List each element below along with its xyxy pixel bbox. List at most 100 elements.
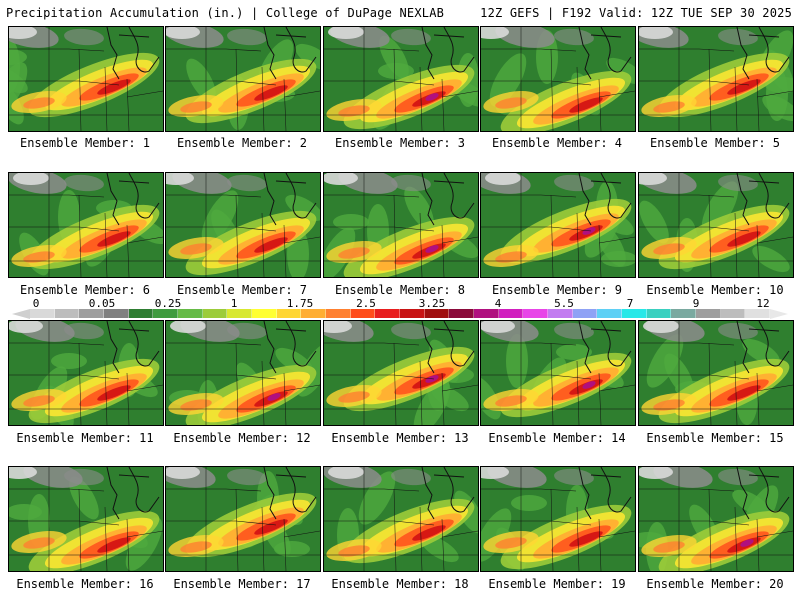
legend-swatch-21 (548, 309, 573, 318)
legend-swatch-2 (79, 309, 105, 318)
member-caption-10: Ensemble Member: 10 (646, 283, 784, 297)
precip-field (481, 173, 635, 277)
legend-max-arrow (770, 309, 788, 319)
legend-swatch-8 (227, 309, 253, 318)
member-caption-7: Ensemble Member: 7 (176, 283, 308, 297)
precip-field (639, 467, 793, 571)
member-caption-13: Ensemble Member: 13 (331, 431, 469, 445)
ensemble-map-20 (638, 466, 794, 572)
precip-field (324, 321, 478, 425)
legend-swatch-20 (523, 309, 549, 318)
legend-swatch-3 (104, 309, 129, 318)
member-caption-4: Ensemble Member: 4 (491, 136, 623, 150)
ensemble-map-16 (8, 466, 164, 572)
legend-swatch-15 (400, 309, 425, 318)
legend-swatch-9 (252, 309, 277, 318)
ensemble-map-12 (165, 320, 321, 426)
precip-field (166, 27, 320, 131)
member-caption-12: Ensemble Member: 12 (173, 431, 311, 445)
color-legend (30, 309, 771, 318)
ensemble-map-14 (480, 320, 636, 426)
legend-swatch-25 (646, 309, 672, 318)
precip-field (166, 321, 320, 425)
precip-field (9, 27, 163, 131)
legend-swatch-14 (375, 309, 401, 318)
ensemble-map-11 (8, 320, 164, 426)
ensemble-map-17 (165, 466, 321, 572)
legend-labels: 0 0.05 0.25 1 1.75 2.5 3.25 4 5.5 7 9 12 (0, 297, 800, 311)
member-caption-17: Ensemble Member: 17 (173, 577, 311, 591)
member-caption-2: Ensemble Member: 2 (176, 136, 308, 150)
legend-label-0: 0 (32, 297, 40, 310)
legend-label-6: 3.25 (418, 297, 446, 310)
ensemble-map-9 (480, 172, 636, 278)
legend-swatch-10 (276, 309, 302, 318)
legend-swatch-7 (202, 309, 228, 318)
legend-swatch-5 (153, 309, 179, 318)
precip-field (324, 173, 478, 277)
legend-swatch-29 (745, 309, 771, 318)
precip-field (324, 467, 478, 571)
legend-label-11: 12 (756, 297, 770, 310)
legend-swatch-12 (326, 309, 351, 318)
legend-swatch-4 (128, 309, 154, 318)
member-caption-6: Ensemble Member: 6 (19, 283, 151, 297)
legend-label-1: 0.05 (88, 297, 116, 310)
legend-swatch-19 (498, 309, 524, 318)
ensemble-map-19 (480, 466, 636, 572)
legend-label-10: 9 (692, 297, 700, 310)
legend-swatch-26 (671, 309, 697, 318)
legend-swatch-1 (54, 309, 80, 318)
legend-label-7: 4 (494, 297, 502, 310)
legend-swatch-24 (622, 309, 647, 318)
precip-field (481, 27, 635, 131)
member-caption-20: Ensemble Member: 20 (646, 577, 784, 591)
precip-field (9, 467, 163, 571)
member-caption-19: Ensemble Member: 19 (488, 577, 626, 591)
legend-swatch-23 (597, 309, 623, 318)
precip-field (9, 321, 163, 425)
ensemble-map-15 (638, 320, 794, 426)
member-caption-11: Ensemble Member: 11 (16, 431, 154, 445)
precip-field (166, 467, 320, 571)
ensemble-map-18 (323, 466, 479, 572)
legend-swatch-22 (572, 309, 598, 318)
precip-field (481, 321, 635, 425)
legend-swatch-16 (424, 309, 450, 318)
precip-field (166, 173, 320, 277)
precip-field (481, 467, 635, 571)
ensemble-map-3 (323, 26, 479, 132)
ensemble-map-5 (638, 26, 794, 132)
precip-field (324, 27, 478, 131)
legend-swatch-17 (449, 309, 475, 318)
ensemble-map-2 (165, 26, 321, 132)
legend-label-9: 7 (626, 297, 634, 310)
precip-field (639, 321, 793, 425)
member-caption-8: Ensemble Member: 8 (334, 283, 466, 297)
legend-swatch-28 (720, 309, 746, 318)
precip-field (639, 27, 793, 131)
ensemble-map-1 (8, 26, 164, 132)
ensemble-map-8 (323, 172, 479, 278)
chart-title: Precipitation Accumulation (in.) | Colle… (6, 6, 445, 20)
legend-label-3: 1 (230, 297, 238, 310)
legend-swatch-18 (474, 309, 499, 318)
ensemble-map-7 (165, 172, 321, 278)
legend-swatch-11 (301, 309, 327, 318)
ensemble-map-6 (8, 172, 164, 278)
legend-label-8: 5.5 (554, 297, 574, 310)
member-caption-18: Ensemble Member: 18 (331, 577, 469, 591)
ensemble-map-10 (638, 172, 794, 278)
precip-field (639, 173, 793, 277)
legend-swatch-0 (30, 309, 55, 318)
legend-swatch-27 (696, 309, 721, 318)
ensemble-map-13 (323, 320, 479, 426)
run-info: 12Z GEFS | F192 Valid: 12Z TUE SEP 30 20… (480, 6, 792, 20)
ensemble-map-4 (480, 26, 636, 132)
legend-label-5: 2.5 (356, 297, 376, 310)
member-caption-16: Ensemble Member: 16 (16, 577, 154, 591)
legend-swatch-13 (350, 309, 376, 318)
member-caption-15: Ensemble Member: 15 (646, 431, 784, 445)
legend-min-arrow (12, 309, 30, 319)
member-caption-14: Ensemble Member: 14 (488, 431, 626, 445)
